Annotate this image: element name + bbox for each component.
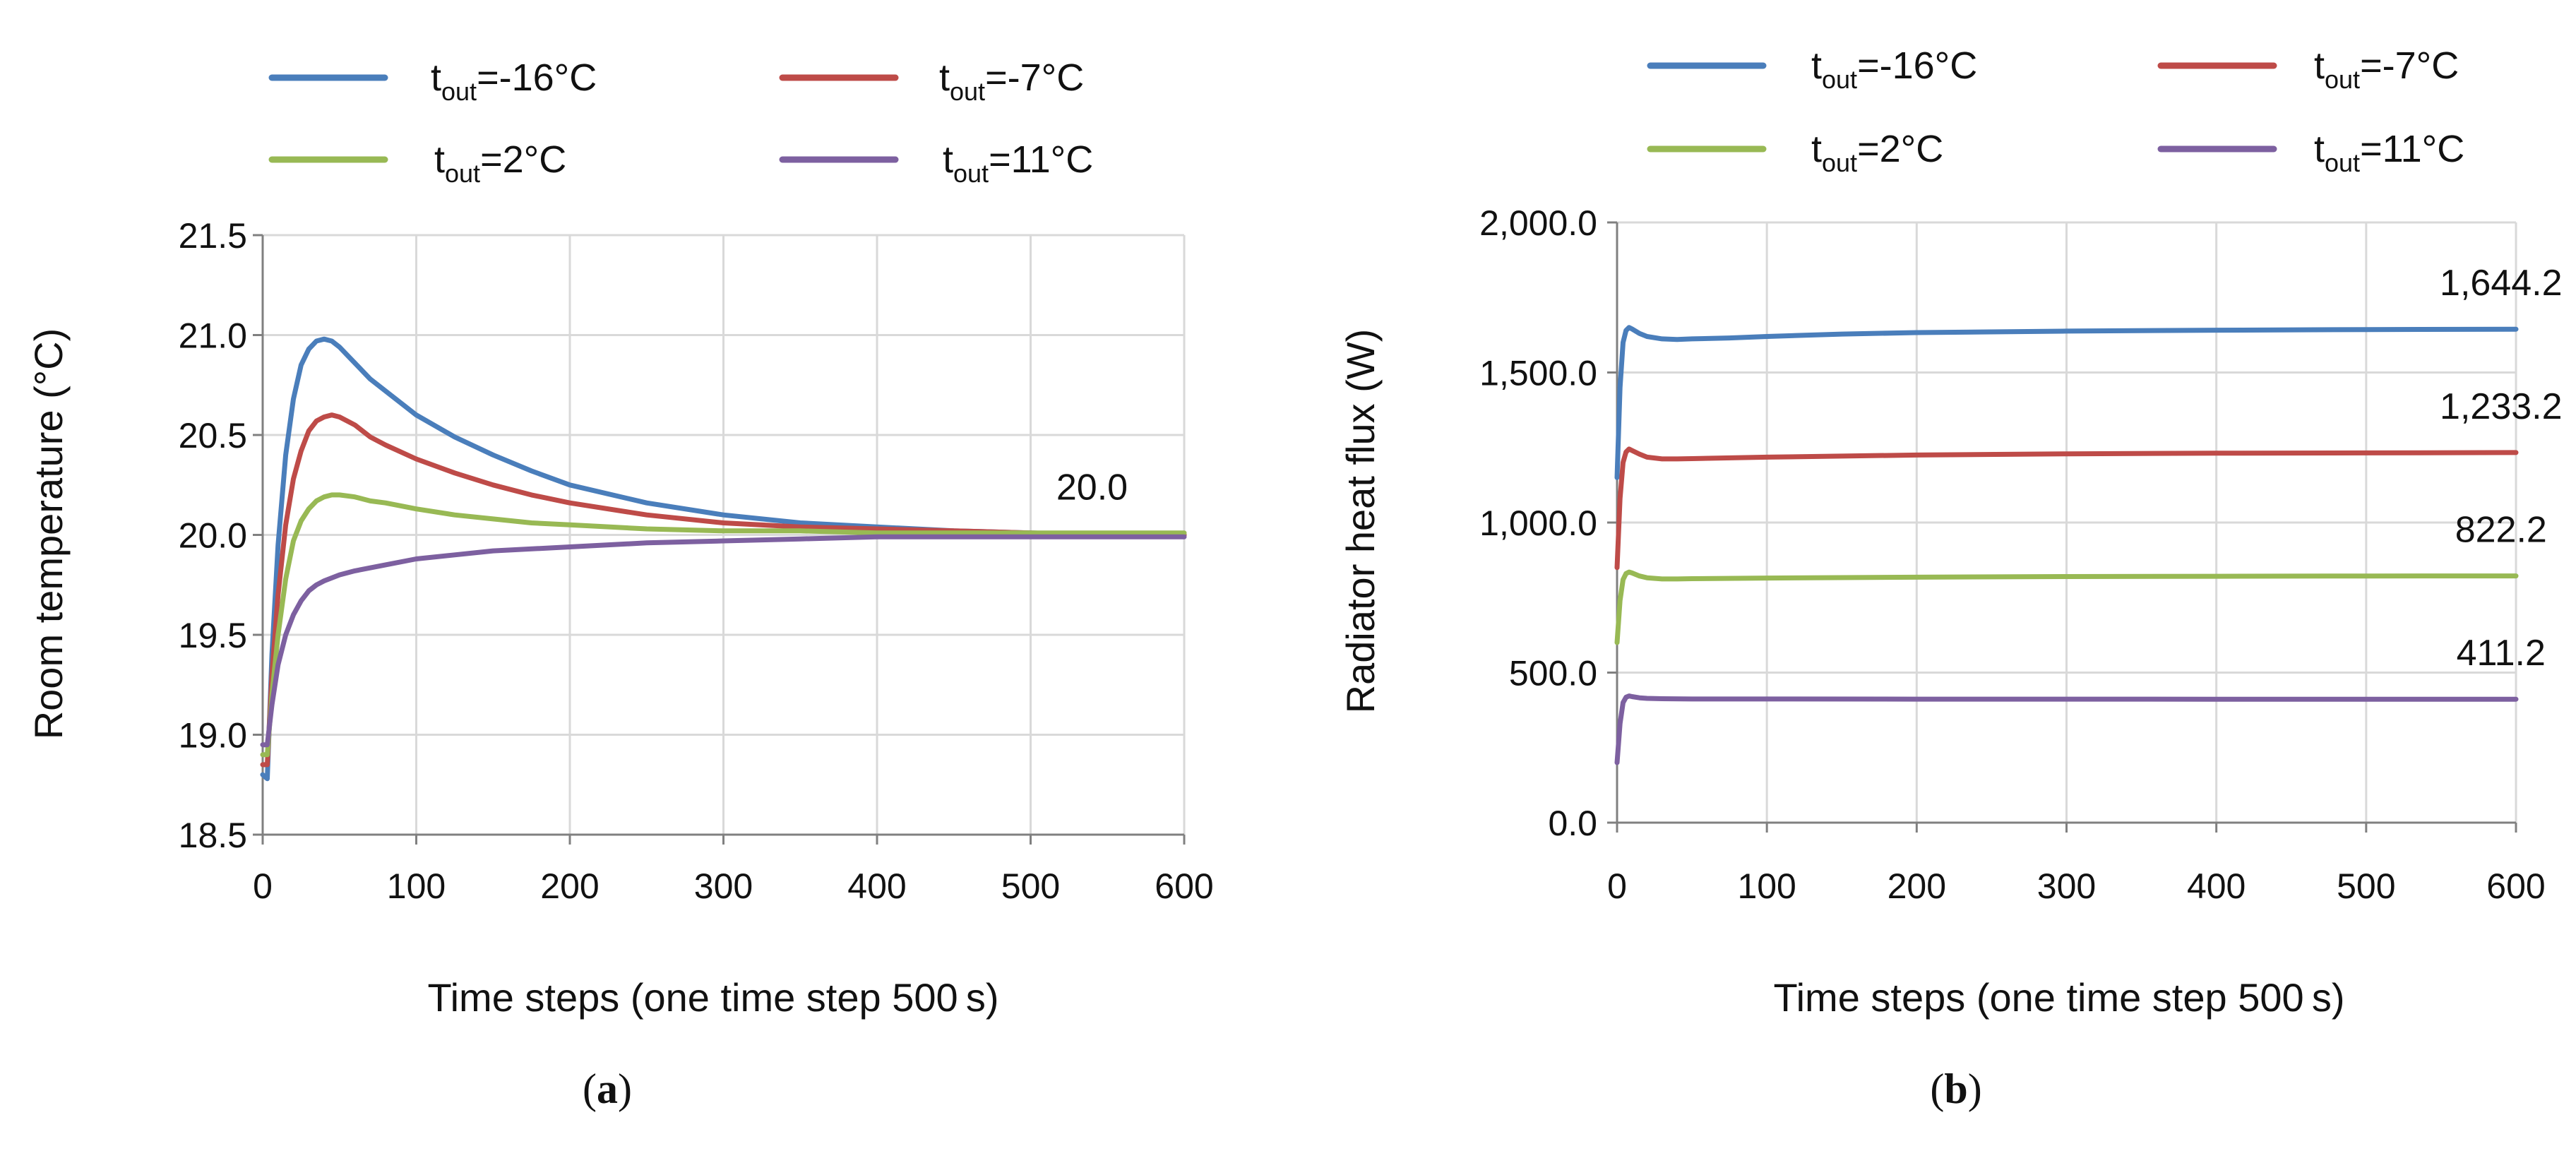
- legend-label: tout=-16°C: [431, 56, 597, 106]
- x-tick-label: 400: [847, 866, 906, 906]
- series-line: [260, 534, 1187, 748]
- legend-label: tout=2°C: [1811, 128, 1943, 177]
- y-tick-label: 18.5: [179, 816, 247, 855]
- x-tick-label: 600: [2486, 866, 2545, 906]
- y-tick-label: 21.5: [179, 216, 247, 256]
- x-tick-label: 200: [540, 866, 599, 906]
- data-label: 411.2: [2457, 633, 2546, 674]
- series-line: [1614, 325, 2519, 480]
- data-label: 1,233.2: [2440, 386, 2563, 427]
- series-line: [260, 412, 1187, 768]
- series-line: [1614, 446, 2519, 571]
- series-line: [1614, 569, 2519, 645]
- panel-label: (a): [583, 1066, 632, 1112]
- y-tick-label: 1,000.0: [1479, 503, 1597, 543]
- x-tick-label: 600: [1155, 866, 1213, 906]
- series-line: [260, 336, 1187, 782]
- panel-label: (b): [1930, 1066, 1981, 1112]
- x-tick-label: 300: [694, 866, 753, 906]
- legend-label: tout=-16°C: [1811, 44, 1977, 94]
- y-tick-label: 500.0: [1509, 654, 1597, 693]
- x-tick-label: 0: [253, 866, 273, 906]
- chart-panel-a: 0 100 200 300 400 500 600 18.5 19.0 19.5 20.0 20.5 2…: [26, 56, 1214, 1112]
- chart-panel-b: 0 100 200 300 400 500 600 0.0 500.0 1,000.0 1,500.…: [1338, 44, 2563, 1112]
- x-tick-label: 0: [1607, 866, 1627, 906]
- series-line: [1614, 693, 2519, 765]
- data-label: 20.0: [1056, 467, 1128, 508]
- y-tick-label: 19.5: [179, 616, 247, 655]
- x-tick-label: 100: [387, 866, 446, 906]
- y-tick-label: 20.5: [179, 416, 247, 455]
- y-tick-label: 19.0: [179, 716, 247, 756]
- x-axis-title: Time steps (one time step 500 s): [427, 975, 998, 1020]
- data-label: 822.2: [2455, 510, 2547, 551]
- y-axis-title: Radiator heat flux (W): [1338, 329, 1383, 714]
- legend-label: tout=-7°C: [939, 56, 1084, 106]
- legend-label: tout=11°C: [2314, 128, 2464, 177]
- x-axis-title: Time steps (one time step 500 s): [1773, 975, 2344, 1020]
- y-tick-label: 21.0: [179, 316, 247, 356]
- x-tick-label: 500: [1001, 866, 1060, 906]
- y-tick-label: 2,000.0: [1479, 203, 1597, 243]
- y-tick-label: 1,500.0: [1479, 354, 1597, 393]
- legend-label: tout=11°C: [943, 138, 1093, 188]
- x-tick-label: 500: [2337, 866, 2395, 906]
- x-tick-label: 100: [1737, 866, 1796, 906]
- x-tick-label: 300: [2037, 866, 2096, 906]
- y-axis-title: Room temperature (°C): [26, 328, 71, 740]
- legend-label: tout=-7°C: [2314, 44, 2459, 94]
- series-line: [260, 492, 1187, 758]
- y-tick-label: 0.0: [1548, 804, 1597, 843]
- legend-label: tout=2°C: [434, 138, 566, 188]
- x-tick-label: 400: [2187, 866, 2246, 906]
- y-tick-label: 20.0: [179, 516, 247, 556]
- data-label: 1,644.2: [2440, 263, 2563, 304]
- x-tick-label: 200: [1888, 866, 1946, 906]
